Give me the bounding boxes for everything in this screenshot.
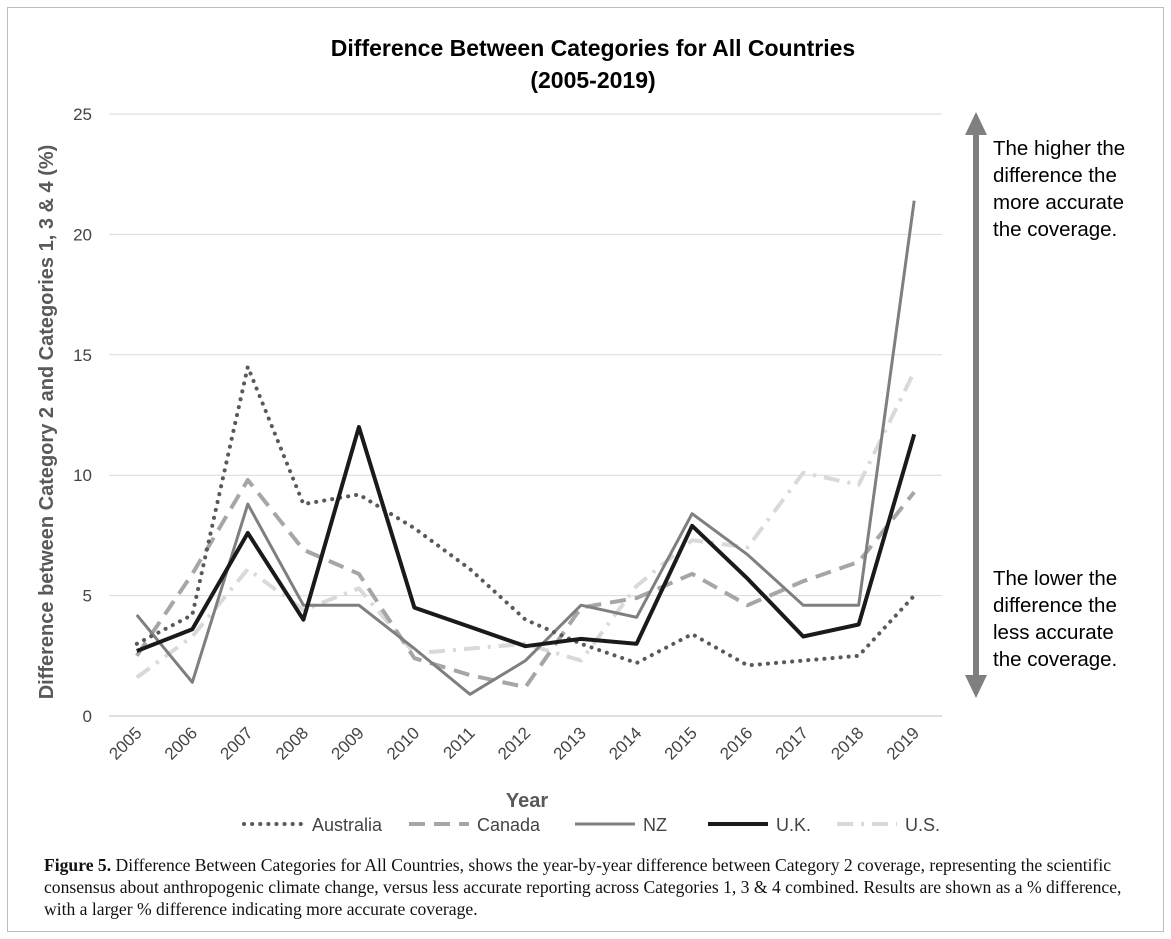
series-line-us xyxy=(135,370,916,680)
data-point xyxy=(414,528,415,529)
legend-label: NZ xyxy=(643,815,667,835)
x-tick-label: 2018 xyxy=(827,723,867,763)
x-tick-label: 2016 xyxy=(716,723,756,763)
x-tick-label: 2007 xyxy=(216,723,256,763)
data-point xyxy=(747,665,748,666)
figure-caption: Figure 5. Difference Between Categories … xyxy=(44,854,1154,920)
annotation-line: difference the xyxy=(993,594,1117,617)
legend-label: U.S. xyxy=(905,815,940,835)
x-tick-label: 2011 xyxy=(440,723,479,762)
data-point xyxy=(469,675,470,676)
x-tick-label: 2017 xyxy=(772,723,812,763)
annotation-line: more accurate xyxy=(993,191,1124,214)
annotation-line: less accurate xyxy=(993,621,1114,644)
caption-text: Difference Between Categories for All Co… xyxy=(44,855,1122,919)
data-point xyxy=(358,494,359,495)
data-point xyxy=(692,634,693,635)
y-tick-label: 10 xyxy=(73,466,92,485)
figure-frame: 0 5 10 15 20 25 2005 2006 2007 2008 2009 2010 2011 20… xyxy=(7,7,1164,932)
legend-label: Australia xyxy=(312,815,383,835)
data-point xyxy=(914,371,915,372)
series-line-uk xyxy=(136,425,917,653)
annotation-higher: The higher the difference the more accurat… xyxy=(993,137,1125,241)
annotation-line: the coverage. xyxy=(993,218,1117,241)
annotation-line: The lower the xyxy=(993,567,1117,590)
data-point xyxy=(858,561,859,562)
data-point xyxy=(525,687,526,688)
x-tick-label: 2012 xyxy=(494,723,534,763)
grid-lines xyxy=(109,113,942,717)
data-point xyxy=(192,573,193,574)
data-point xyxy=(303,549,304,550)
data-point xyxy=(192,636,193,637)
series-line-australia xyxy=(134,364,917,668)
data-point xyxy=(414,653,415,654)
series-lines xyxy=(134,200,917,696)
y-tick-label: 5 xyxy=(83,587,92,606)
annotation-line: difference the xyxy=(993,164,1117,187)
caption-label: Figure 5. xyxy=(44,855,112,875)
y-tick-label: 0 xyxy=(83,707,92,726)
annotation-line: the coverage. xyxy=(993,648,1117,671)
y-tick-label: 20 xyxy=(73,225,92,244)
x-tick-label: 2005 xyxy=(105,723,145,763)
x-tick-label: 2008 xyxy=(272,723,312,763)
data-point xyxy=(581,643,582,644)
y-axis-title: Difference between Category 2 and Catego… xyxy=(36,145,58,700)
line-chart: 0 5 10 15 20 25 2005 2006 2007 2008 2009 2010 2011 20… xyxy=(36,35,1125,835)
chart-title-line2: (2005-2019) xyxy=(530,67,655,93)
x-axis-title: Year xyxy=(506,790,548,812)
x-tick-label: 2010 xyxy=(383,723,423,763)
data-point xyxy=(803,660,804,661)
x-tick-label: 2015 xyxy=(661,723,701,763)
chart-title-line1: Difference Between Categories for All Co… xyxy=(331,35,855,61)
data-point xyxy=(303,504,304,505)
x-tick-label: 2019 xyxy=(883,723,923,763)
y-tick-label: 25 xyxy=(73,105,92,124)
legend-label: Canada xyxy=(477,815,541,835)
legend: Australia Canada NZ U.K. U.S. xyxy=(242,815,940,835)
x-tick-label: 2009 xyxy=(328,723,368,763)
series-line-nz xyxy=(135,200,916,696)
series-line-canada xyxy=(135,478,916,690)
x-tick-label: 2014 xyxy=(605,723,645,763)
annotation-lower: The lower the difference the less accurate… xyxy=(993,567,1117,671)
axes: 0 5 10 15 20 25 2005 2006 2007 2008 2009 2010 2011 20… xyxy=(73,105,923,764)
legend-label: U.K. xyxy=(776,815,811,835)
accuracy-arrow xyxy=(965,112,987,698)
y-tick-label: 15 xyxy=(73,346,92,365)
x-tick-label: 2013 xyxy=(550,723,590,763)
x-tick-label: 2006 xyxy=(161,723,201,763)
annotation-line: The higher the xyxy=(993,137,1125,160)
